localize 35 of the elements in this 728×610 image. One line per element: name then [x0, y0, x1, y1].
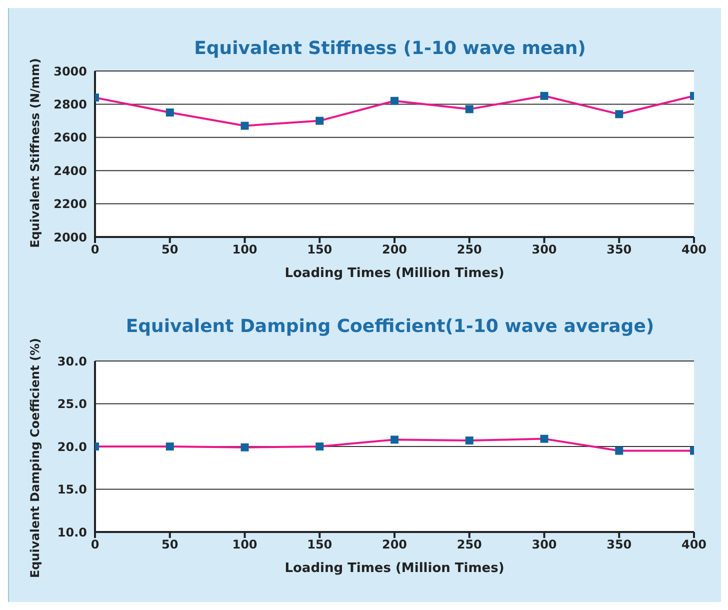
y-tick-label: 2000	[54, 230, 87, 244]
x-tick-label: 400	[681, 538, 707, 552]
y-tick-label: 2400	[54, 164, 87, 178]
x-tick-label: 400	[681, 242, 707, 257]
y-axis-title: Equivalent Damping Coefficient (%)	[28, 338, 42, 578]
x-tick-label: 150	[307, 242, 332, 257]
x-tick-label: 0	[90, 242, 100, 257]
x-tick-label: 200	[382, 538, 408, 552]
y-tick-label: 2200	[54, 197, 87, 212]
x-tick-label: 150	[307, 538, 332, 552]
chart-title: Equivalent Damping Coefficient(1-10 wave average)	[124, 316, 656, 337]
x-tick-label: 250	[456, 242, 482, 257]
y-tick-label: 20.0	[57, 440, 87, 454]
y-tick-label: 30.0	[57, 354, 87, 368]
x-tick-label: 200	[382, 242, 408, 257]
x-tick-label: 300	[532, 242, 557, 257]
y-tick-label: 2800	[54, 97, 87, 112]
x-tick-label: 0	[90, 538, 100, 552]
y-tick-label: 25.0	[57, 397, 87, 412]
y-axis-title: Equivalent Stiffness (N/mm)	[28, 58, 42, 248]
x-tick-label: 100	[232, 538, 258, 552]
y-tick-label: 3000	[54, 64, 87, 78]
x-tick-label: 300	[532, 538, 557, 552]
y-tick-label: 2600	[54, 130, 87, 145]
x-tick-label: 350	[606, 242, 632, 257]
x-tick-label: 100	[232, 242, 258, 257]
y-tick-label: 15.0	[57, 482, 87, 497]
x-tick-label: 50	[162, 242, 178, 257]
chart-title: Equivalent Stiffness (1-10 wave mean)	[193, 38, 587, 59]
x-tick-label: 350	[606, 538, 632, 552]
x-tick-label: 250	[456, 538, 482, 552]
x-axis-title: Loading Times (Million Times)	[284, 561, 504, 576]
x-axis-title: Loading Times (Million Times)	[284, 266, 504, 281]
y-tick-label: 10.0	[57, 525, 87, 540]
x-tick-label: 50	[162, 538, 178, 552]
